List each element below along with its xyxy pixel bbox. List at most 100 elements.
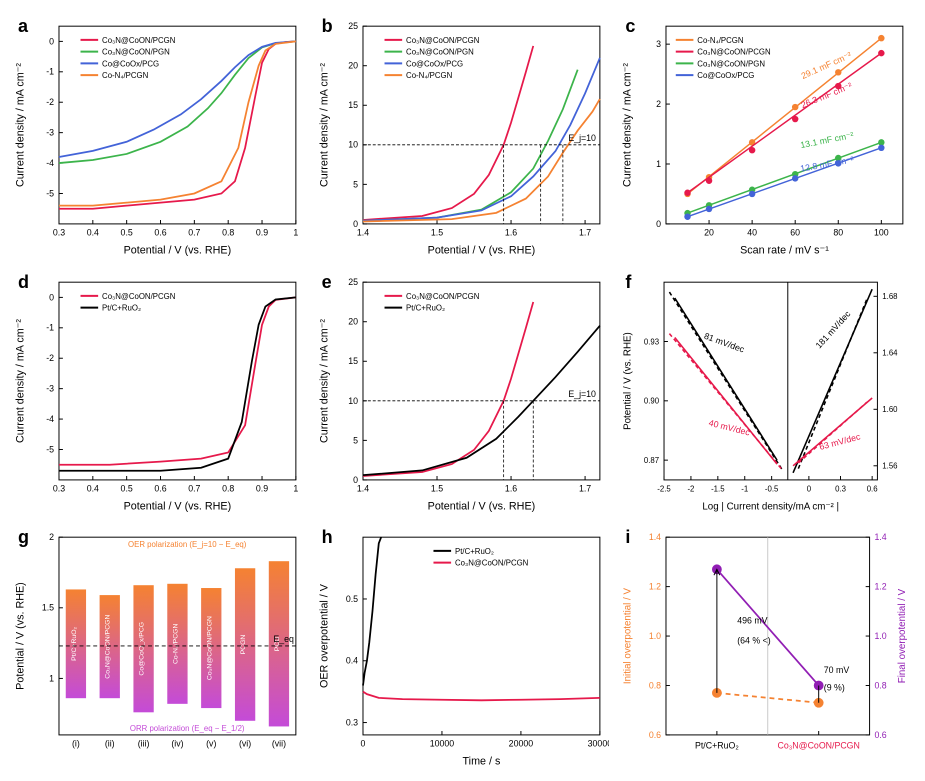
svg-text:1: 1 [49, 674, 54, 684]
svg-text:-4: -4 [46, 158, 54, 168]
panel-i-label: i [625, 527, 630, 548]
svg-text:30000: 30000 [587, 739, 609, 749]
svg-text:OER overpotential / V: OER overpotential / V [318, 584, 330, 689]
svg-text:5: 5 [353, 179, 358, 189]
svg-text:0.4: 0.4 [346, 656, 358, 666]
panel-c-label: c [625, 16, 635, 37]
svg-text:1: 1 [657, 159, 662, 169]
svg-text:1.0: 1.0 [875, 631, 887, 641]
svg-text:Current density / mA cm⁻²: Current density / mA cm⁻² [15, 318, 27, 442]
svg-text:0: 0 [353, 475, 358, 485]
svg-text:2: 2 [49, 532, 54, 542]
svg-text:10000: 10000 [429, 739, 454, 749]
svg-text:1.4: 1.4 [875, 532, 887, 542]
svg-text:26.3 mF cm⁻²: 26.3 mF cm⁻² [800, 81, 854, 111]
svg-text:OER polarization (E_j=10 − E_e: OER polarization (E_j=10 − E_eq) [128, 540, 247, 549]
svg-text:40: 40 [748, 228, 758, 238]
figure-grid: a 0.3 0.4 0.5 0.6 0.7 0.8 0.9 1 -5 -4 -3 -2 -1 0 Potent… [12, 12, 913, 769]
svg-text:Co₃N@CoON/PCGN: Co₃N@CoON/PCGN [105, 615, 112, 679]
svg-text:Pt/C+RuO₂: Pt/C+RuO₂ [102, 303, 141, 312]
panel-h-label: h [322, 527, 333, 548]
svg-text:496 mV: 496 mV [738, 616, 768, 626]
svg-text:(9 %): (9 %) [824, 683, 845, 693]
svg-text:-5: -5 [46, 444, 54, 454]
svg-text:0.3: 0.3 [53, 483, 65, 493]
svg-text:0.87: 0.87 [644, 456, 659, 465]
svg-text:0.3: 0.3 [53, 228, 65, 238]
panel-g-label: g [18, 527, 29, 548]
svg-text:(v): (v) [206, 739, 216, 749]
svg-text:1.5: 1.5 [42, 603, 54, 613]
panel-i: i0.60.81.01.21.40.60.81.01.21.4Pt/C+RuO₂… [619, 523, 913, 769]
svg-text:1: 1 [293, 483, 298, 493]
svg-text:0.5: 0.5 [121, 483, 133, 493]
svg-text:0.6: 0.6 [154, 228, 166, 238]
svg-text:Co-N₄/PCGN: Co-N₄/PCGN [406, 71, 453, 80]
svg-text:12.8 mF cm⁻²: 12.8 mF cm⁻² [800, 154, 855, 173]
svg-text:-5: -5 [46, 188, 54, 198]
svg-text:Scan rate / mV s⁻¹: Scan rate / mV s⁻¹ [740, 244, 829, 256]
svg-text:0.6: 0.6 [867, 484, 879, 493]
svg-text:1.2: 1.2 [649, 582, 661, 592]
svg-text:-2.5: -2.5 [658, 484, 672, 493]
svg-text:25: 25 [348, 277, 358, 287]
svg-text:-1: -1 [46, 322, 54, 332]
svg-text:0.5: 0.5 [121, 228, 133, 238]
svg-text:Time / s: Time / s [462, 756, 500, 768]
svg-text:E_j=10: E_j=10 [568, 133, 596, 143]
svg-text:1.0: 1.0 [649, 631, 661, 641]
panel-b-label: b [322, 16, 333, 37]
svg-text:1.4: 1.4 [357, 228, 369, 238]
panel-c: c204060801000123Scan rate / mV s⁻¹Curren… [619, 12, 913, 258]
svg-text:Final overpotential / V: Final overpotential / V [897, 589, 908, 684]
svg-text:0.7: 0.7 [188, 228, 200, 238]
svg-text:(iv): (iv) [171, 739, 183, 749]
svg-text:0: 0 [360, 739, 365, 749]
svg-text:E_eq: E_eq [273, 634, 294, 644]
svg-text:29.1 mF cm⁻²: 29.1 mF cm⁻² [800, 50, 853, 81]
svg-text:-2: -2 [46, 353, 54, 363]
svg-text:1: 1 [293, 228, 298, 238]
svg-text:0.4: 0.4 [87, 228, 99, 238]
svg-text:(vii): (vii) [272, 739, 286, 749]
svg-text:(vi): (vi) [239, 739, 251, 749]
svg-text:Co-N₄/PCGN: Co-N₄/PCGN [102, 71, 149, 80]
svg-text:(ii): (ii) [105, 739, 115, 749]
svg-text:Co₃N@CoON/PCGN: Co₃N@CoON/PCGN [778, 741, 860, 751]
svg-text:1.5: 1.5 [431, 483, 443, 493]
svg-text:Co₃N@CoON/PCGN: Co₃N@CoON/PCGN [206, 616, 213, 680]
svg-text:0.6: 0.6 [154, 483, 166, 493]
svg-text:1.7: 1.7 [579, 228, 591, 238]
svg-text:Co₃N@CoON/PGN: Co₃N@CoON/PGN [698, 59, 766, 68]
svg-text:Co₃N@CoON/PCGN: Co₃N@CoON/PCGN [698, 48, 772, 57]
svg-text:0.8: 0.8 [222, 483, 234, 493]
svg-text:1.7: 1.7 [579, 483, 591, 493]
panel-d: d0.30.40.50.60.70.80.91-5-4-3-2-10Potent… [12, 268, 306, 514]
svg-text:1.5: 1.5 [431, 228, 443, 238]
svg-text:1.6: 1.6 [505, 483, 517, 493]
svg-text:0.6: 0.6 [649, 730, 661, 740]
svg-text:Potential / V (vs. RHE): Potential / V (vs. RHE) [124, 500, 232, 512]
svg-text:Co@CoOx/PCG: Co@CoOx/PCG [102, 59, 159, 68]
svg-text:20: 20 [348, 316, 358, 326]
svg-text:Co@CoOx/PCG: Co@CoOx/PCG [406, 59, 463, 68]
svg-text:25: 25 [348, 21, 358, 31]
svg-text:1.56: 1.56 [883, 461, 899, 470]
svg-text:40 mV/dec: 40 mV/dec [708, 417, 752, 437]
svg-text:E_j=10: E_j=10 [568, 389, 596, 399]
svg-text:15: 15 [348, 356, 358, 366]
panel-a-label: a [18, 16, 28, 37]
svg-text:100: 100 [874, 228, 889, 238]
svg-text:0.7: 0.7 [188, 483, 200, 493]
svg-text:Current density / mA cm⁻²: Current density / mA cm⁻² [15, 63, 27, 187]
svg-text:-3: -3 [46, 383, 54, 393]
panel-f-label: f [625, 272, 631, 293]
svg-text:Co-N₄/PCGN: Co-N₄/PCGN [172, 624, 179, 664]
svg-text:1.4: 1.4 [357, 483, 369, 493]
svg-text:181 mV/dec: 181 mV/dec [814, 308, 853, 350]
svg-text:0.9: 0.9 [256, 228, 268, 238]
svg-text:0.93: 0.93 [644, 337, 660, 346]
panel-f: f-2.5-2-1.5-1-0.50.870.900.9300.30.61.56… [619, 268, 913, 514]
svg-text:0.4: 0.4 [87, 483, 99, 493]
svg-text:0.3: 0.3 [835, 484, 847, 493]
